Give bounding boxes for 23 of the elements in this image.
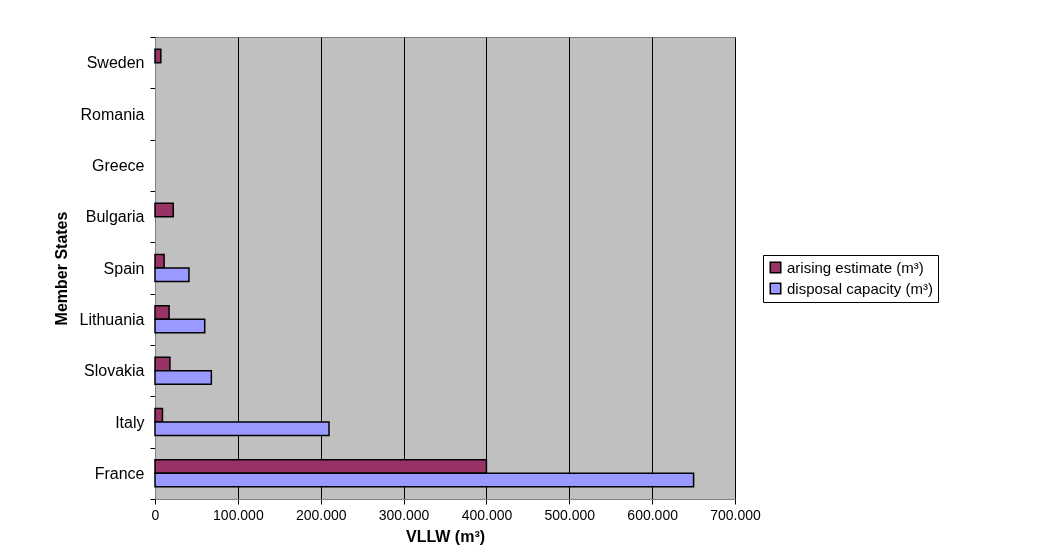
x-tick-label: 600.000 <box>627 506 679 523</box>
bar <box>154 48 162 64</box>
legend-label: arising estimate (m³) <box>787 258 924 276</box>
x-tick-label: 100.000 <box>213 506 264 523</box>
y-tick-label: Sweden <box>86 54 145 72</box>
y-tick-label: Bulgaria <box>85 208 145 226</box>
y-tick-label: Romania <box>80 105 145 123</box>
x-tick-label: 400.000 <box>461 506 513 523</box>
x-tick-label: 200.000 <box>295 506 347 523</box>
bar <box>154 202 174 218</box>
legend-label: disposal capacity (m³) <box>787 279 933 297</box>
y-tick-label: Greece <box>92 156 145 174</box>
y-tick-label: France <box>94 464 145 482</box>
y-tick-label: Italy <box>115 413 145 431</box>
y-axis-title: Member States <box>52 211 70 326</box>
x-tick-label: 700.000 <box>710 506 762 523</box>
y-tick-label: Spain <box>103 259 145 277</box>
y-tick-label: Slovakia <box>84 362 145 380</box>
x-tick-label: 300.000 <box>378 506 430 523</box>
x-tick-label: 500.000 <box>544 506 596 523</box>
x-tick-label: 0 <box>151 506 160 523</box>
x-axis-title: VLLW (m³) <box>405 527 486 545</box>
y-tick-label: Lithuania <box>79 310 145 328</box>
